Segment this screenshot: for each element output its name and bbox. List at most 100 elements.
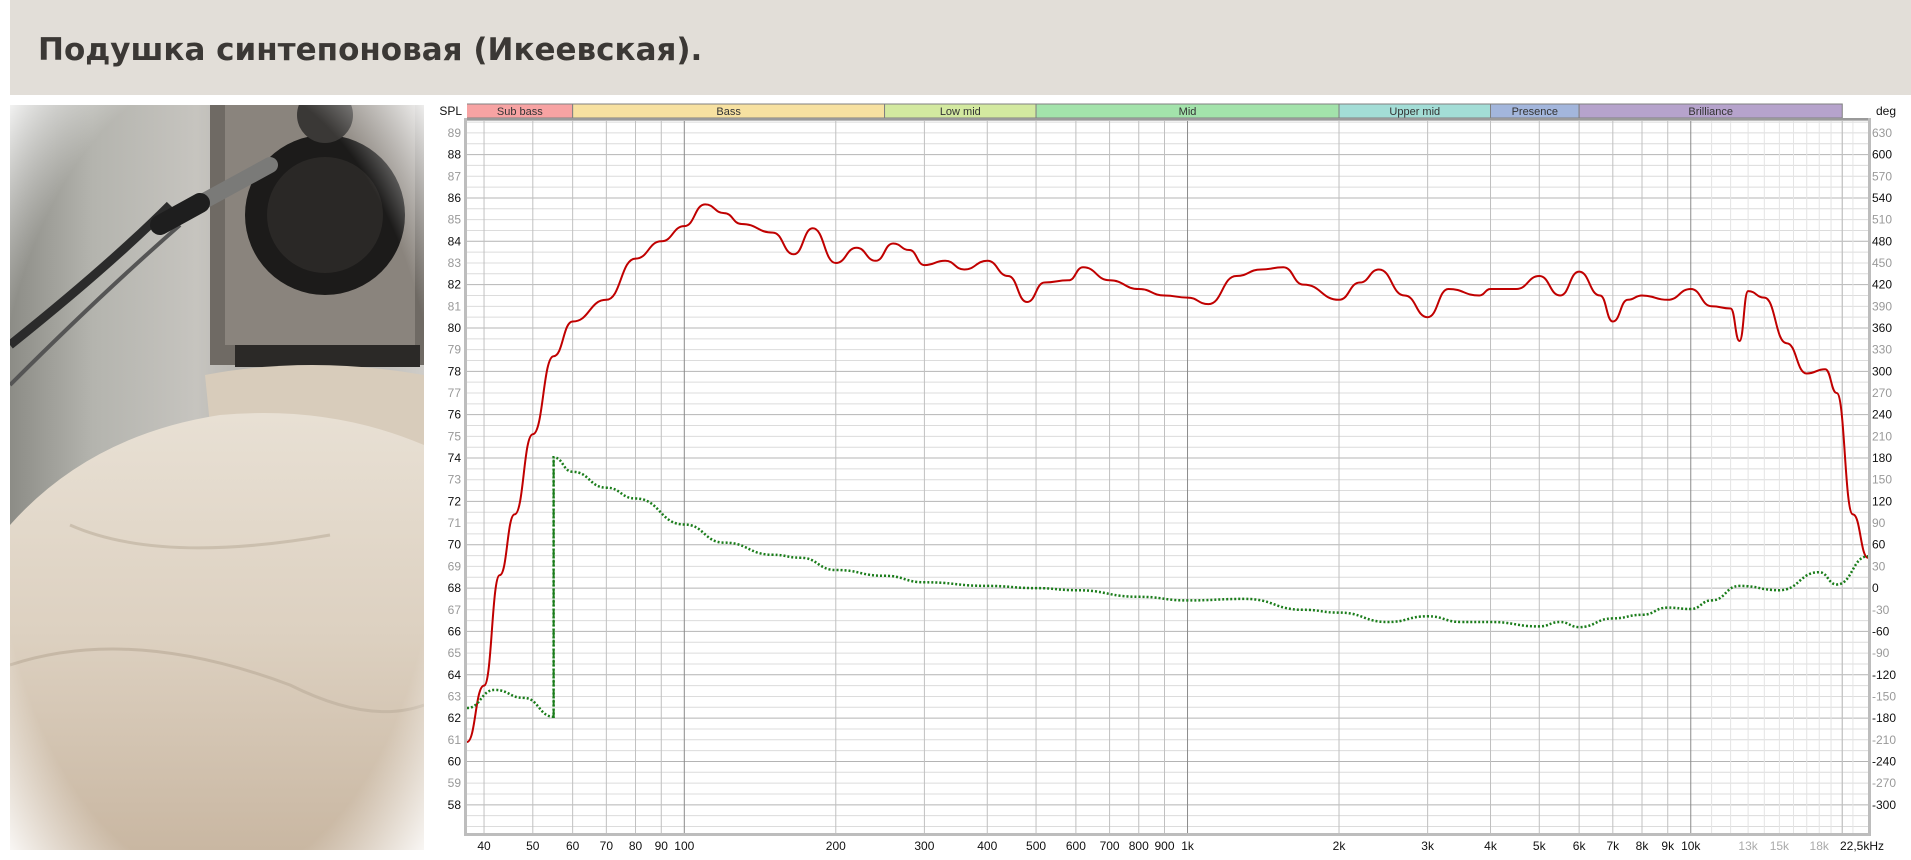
page-title: Подушка синтепоновая (Икеевская). bbox=[38, 32, 703, 68]
x-tick-label: 700 bbox=[1100, 839, 1120, 853]
y2-tick-label: 60 bbox=[1872, 538, 1886, 552]
y2-tick-label: 420 bbox=[1872, 278, 1892, 292]
y-tick-label: 59 bbox=[448, 776, 462, 790]
x-tick-label: 50 bbox=[526, 839, 540, 853]
x-tick-label: 15k bbox=[1770, 839, 1790, 853]
y2-axis-label: deg bbox=[1876, 104, 1896, 118]
x-tick-label: 90 bbox=[655, 839, 669, 853]
y2-tick-label: -180 bbox=[1872, 711, 1896, 725]
y-tick-label: 78 bbox=[448, 364, 462, 378]
y-tick-label: 88 bbox=[448, 148, 462, 162]
y2-tick-label: 510 bbox=[1872, 213, 1892, 227]
y-tick-label: 69 bbox=[448, 559, 462, 573]
y-tick-label: 73 bbox=[448, 473, 462, 487]
y-tick-label: 63 bbox=[448, 689, 462, 703]
y2-tick-label: -270 bbox=[1872, 776, 1896, 790]
x-tick-label: 4k bbox=[1484, 839, 1498, 853]
y2-tick-label: -120 bbox=[1872, 668, 1896, 682]
spl-curve bbox=[467, 203, 1868, 743]
y2-tick-label: 540 bbox=[1872, 191, 1892, 205]
band-label: Brilliance bbox=[1688, 106, 1733, 118]
y2-tick-label: 210 bbox=[1872, 429, 1892, 443]
y2-tick-label: 360 bbox=[1872, 321, 1892, 335]
y2-tick-label: -300 bbox=[1872, 798, 1896, 812]
photo-speaker-on-cushion bbox=[10, 105, 424, 850]
x-tick-label: 7k bbox=[1606, 839, 1620, 853]
y2-tick-label: 390 bbox=[1872, 299, 1892, 313]
y2-tick-label: -90 bbox=[1872, 646, 1890, 660]
y-tick-label: 84 bbox=[448, 234, 462, 248]
y-tick-label: 60 bbox=[448, 754, 462, 768]
y-tick-label: 85 bbox=[448, 213, 462, 227]
y2-tick-label: 270 bbox=[1872, 386, 1892, 400]
y-tick-label: 64 bbox=[448, 668, 462, 682]
x-tick-label: 200 bbox=[826, 839, 846, 853]
x-tick-label: 600 bbox=[1066, 839, 1086, 853]
plot-area bbox=[467, 121, 1868, 833]
y2-tick-label: 300 bbox=[1872, 364, 1892, 378]
x-tick-label: 3k bbox=[1421, 839, 1435, 853]
y-tick-label: 81 bbox=[448, 299, 462, 313]
y-tick-label: 61 bbox=[448, 733, 462, 747]
y-tick-label: 77 bbox=[448, 386, 462, 400]
x-tick-label: 80 bbox=[629, 839, 643, 853]
y2-tick-label: -150 bbox=[1872, 689, 1896, 703]
y-tick-label: 79 bbox=[448, 343, 462, 357]
y-tick-label: 65 bbox=[448, 646, 462, 660]
y2-tick-label: -30 bbox=[1872, 603, 1890, 617]
x-tick-label: 2k bbox=[1333, 839, 1347, 853]
phase-curve bbox=[467, 456, 1868, 718]
x-tick-label: 500 bbox=[1026, 839, 1046, 853]
x-tick-label: 18k bbox=[1810, 839, 1830, 853]
band-label: Upper mid bbox=[1389, 106, 1440, 118]
y2-tick-label: 150 bbox=[1872, 473, 1892, 487]
x-tick-label: 100 bbox=[674, 839, 694, 853]
x-tick-label: 22,5kHz bbox=[1840, 839, 1884, 853]
y-tick-label: 83 bbox=[448, 256, 462, 270]
y-tick-label: 58 bbox=[448, 798, 462, 812]
y-tick-label: 75 bbox=[448, 429, 462, 443]
x-tick-label: 10k bbox=[1681, 839, 1701, 853]
y2-tick-label: 570 bbox=[1872, 169, 1892, 183]
x-tick-label: 900 bbox=[1154, 839, 1174, 853]
x-tick-label: 60 bbox=[566, 839, 580, 853]
y-tick-label: 71 bbox=[448, 516, 462, 530]
x-tick-label: 300 bbox=[914, 839, 934, 853]
y-tick-label: 80 bbox=[448, 321, 462, 335]
x-tick-label: 9k bbox=[1661, 839, 1675, 853]
y-axis-label: SPL bbox=[439, 104, 462, 118]
x-tick-label: 400 bbox=[977, 839, 997, 853]
y2-tick-label: 480 bbox=[1872, 234, 1892, 248]
y-tick-label: 86 bbox=[448, 191, 462, 205]
y2-tick-label: -210 bbox=[1872, 733, 1896, 747]
y-tick-label: 87 bbox=[448, 169, 462, 183]
y2-tick-label: 600 bbox=[1872, 148, 1892, 162]
page-header: Подушка синтепоновая (Икеевская). bbox=[10, 0, 1911, 95]
band-bar bbox=[467, 103, 1843, 119]
band-label: Mid bbox=[1179, 106, 1197, 118]
y2-tick-label: 90 bbox=[1872, 516, 1886, 530]
y2-tick-label: 30 bbox=[1872, 559, 1886, 573]
y2-tick-label: 450 bbox=[1872, 256, 1892, 270]
band-label: Low mid bbox=[940, 106, 981, 118]
x-tick-label: 800 bbox=[1129, 839, 1149, 853]
x-tick-label: 1k bbox=[1181, 839, 1195, 853]
x-tick-label: 5k bbox=[1533, 839, 1547, 853]
y2-tick-label: 180 bbox=[1872, 451, 1892, 465]
x-tick-label: 40 bbox=[477, 839, 491, 853]
plot-layer bbox=[467, 121, 1868, 833]
y-tick-label: 72 bbox=[448, 494, 462, 508]
y2-tick-label: 630 bbox=[1872, 126, 1892, 140]
y2-tick-label: 240 bbox=[1872, 408, 1892, 422]
y-tick-label: 74 bbox=[448, 451, 462, 465]
y2-tick-label: -240 bbox=[1872, 754, 1896, 768]
y-tick-label: 68 bbox=[448, 581, 462, 595]
y2-tick-label: 0 bbox=[1872, 581, 1879, 595]
y-tick-label: 66 bbox=[448, 624, 462, 638]
x-tick-label: 13k bbox=[1738, 839, 1758, 853]
x-tick-label: 6k bbox=[1573, 839, 1587, 853]
y-tick-label: 76 bbox=[448, 408, 462, 422]
band-label: Bass bbox=[716, 106, 741, 118]
y-tick-label: 82 bbox=[448, 278, 462, 292]
